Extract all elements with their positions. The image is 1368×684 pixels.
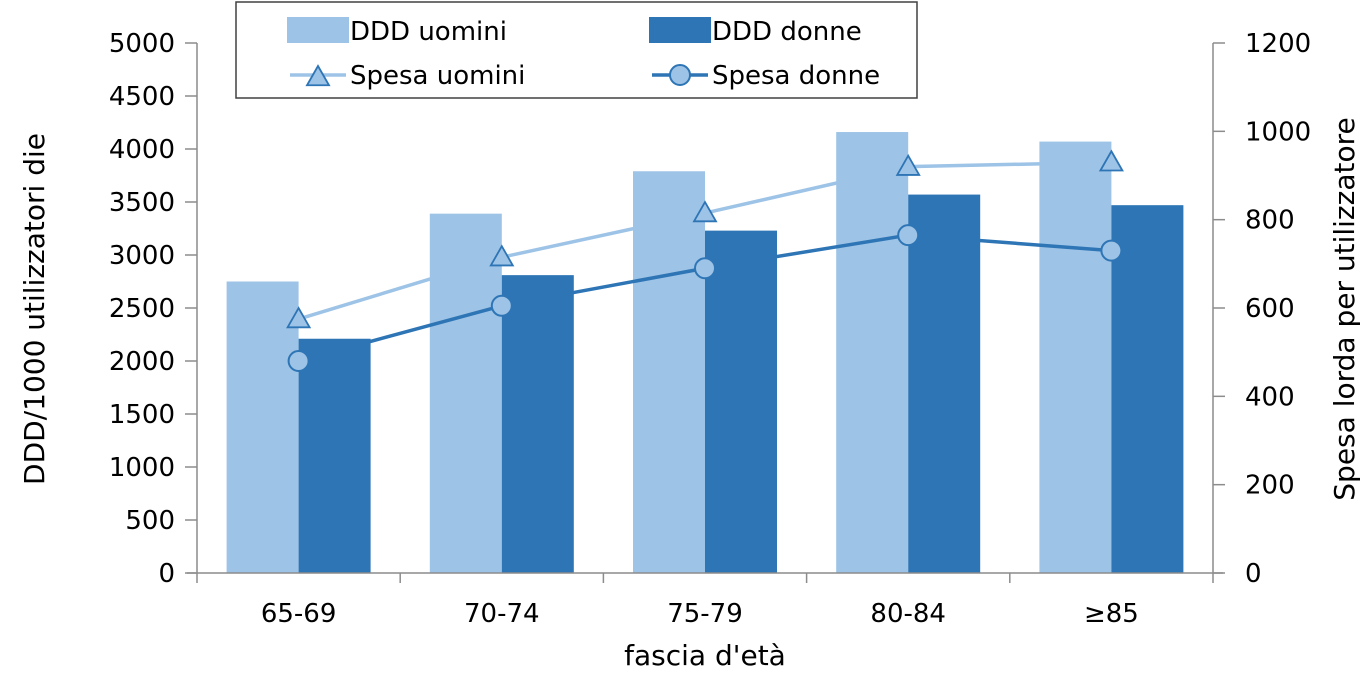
bar-ddd-donne-70-74	[501, 275, 574, 573]
tick-labels-layer: 0500100015002000250030003500400045005000…	[109, 29, 1311, 629]
bar-ddd-uomini-85	[1039, 141, 1112, 573]
x-tick-label-80-84: 80-84	[870, 599, 946, 629]
y2-tick-label: 0	[1245, 559, 1262, 589]
legend-marker-circle-icon	[669, 64, 691, 86]
point-spesa-uomini-75-79	[692, 200, 718, 223]
bar-ddd-uomini-75-79	[633, 171, 705, 573]
y2-tick-label: 400	[1245, 382, 1295, 412]
legend-swatch-ddd-donne	[649, 17, 711, 43]
y2-tick-label: 600	[1245, 294, 1295, 324]
y-axis-title: DDD/1000 utilizzatori die	[18, 133, 51, 485]
y2-axis-title: Spesa lorda per utilizzatore	[1328, 117, 1361, 500]
y-tick-label: 1000	[109, 453, 175, 483]
legend-label-ddd-donne: DDD donne	[712, 17, 862, 47]
bar-ddd-donne-75-79	[705, 230, 777, 573]
y2-tick-label: 800	[1245, 206, 1295, 236]
bar-ddd-donne-80-84	[908, 194, 981, 573]
y2-tick-label: 1000	[1245, 117, 1311, 147]
y-tick-label: 2000	[109, 347, 175, 377]
bars-layer	[226, 132, 1184, 574]
point-spesa-donne-65-69	[287, 350, 310, 372]
y-tick-label: 3500	[109, 188, 175, 218]
bar-ddd-uomini-80-84	[836, 132, 909, 574]
y-tick-label: 4500	[109, 82, 175, 112]
legend-label-spesa-donne: Spesa donne	[712, 61, 880, 91]
x-tick-label-75-79: 75-79	[667, 599, 743, 629]
point-spesa-donne-85	[1100, 239, 1123, 262]
legend-swatch-spesa-donne	[652, 64, 708, 86]
point-spesa-donne-75-79	[694, 257, 716, 280]
point-spesa-uomini-80-84	[895, 153, 921, 176]
y-tick-label: 5000	[109, 29, 175, 59]
legend-box	[235, 1, 918, 99]
bar-ddd-uomini-70-74	[429, 213, 502, 573]
y-tick-label: 0	[158, 559, 175, 589]
y2-tick-label: 1200	[1245, 29, 1311, 59]
bar-ddd-uomini-65-69	[226, 281, 299, 573]
point-spesa-uomini-70-74	[489, 244, 515, 267]
axes-layer	[185, 42, 1225, 583]
legend-label-spesa-uomini: Spesa uomini	[350, 61, 525, 91]
legend-swatch-ddd-uomini	[287, 17, 349, 43]
y-tick-label: 4000	[109, 135, 175, 165]
x-tick-label-65-69: 65-69	[261, 599, 337, 629]
legend-marker-triangle-icon	[305, 64, 331, 87]
legend: DDD uomini DDD donne Spesa uomini Spesa …	[235, 1, 918, 99]
y-tick-label: 3000	[109, 241, 175, 271]
point-spesa-donne-80-84	[897, 224, 920, 247]
y-tick-label: 1500	[109, 400, 175, 430]
bar-ddd-donne-85	[1111, 205, 1184, 573]
bar-ddd-donne-65-69	[298, 338, 371, 573]
x-axis-title: fascia d'età	[624, 639, 786, 672]
lines-layer	[286, 149, 1124, 372]
point-spesa-uomini-65-69	[286, 306, 312, 329]
y-tick-label: 2500	[109, 294, 175, 324]
x-tick-label-70-74: 70-74	[464, 599, 540, 629]
point-spesa-uomini-85	[1098, 149, 1124, 172]
y-tick-label: 500	[125, 506, 175, 536]
point-spesa-donne-70-74	[490, 294, 513, 317]
y2-tick-label: 200	[1245, 471, 1295, 501]
legend-label-ddd-uomini: DDD uomini	[350, 17, 507, 47]
legend-swatch-spesa-uomini	[290, 64, 346, 87]
x-tick-label-85: ≥85	[1084, 599, 1139, 629]
